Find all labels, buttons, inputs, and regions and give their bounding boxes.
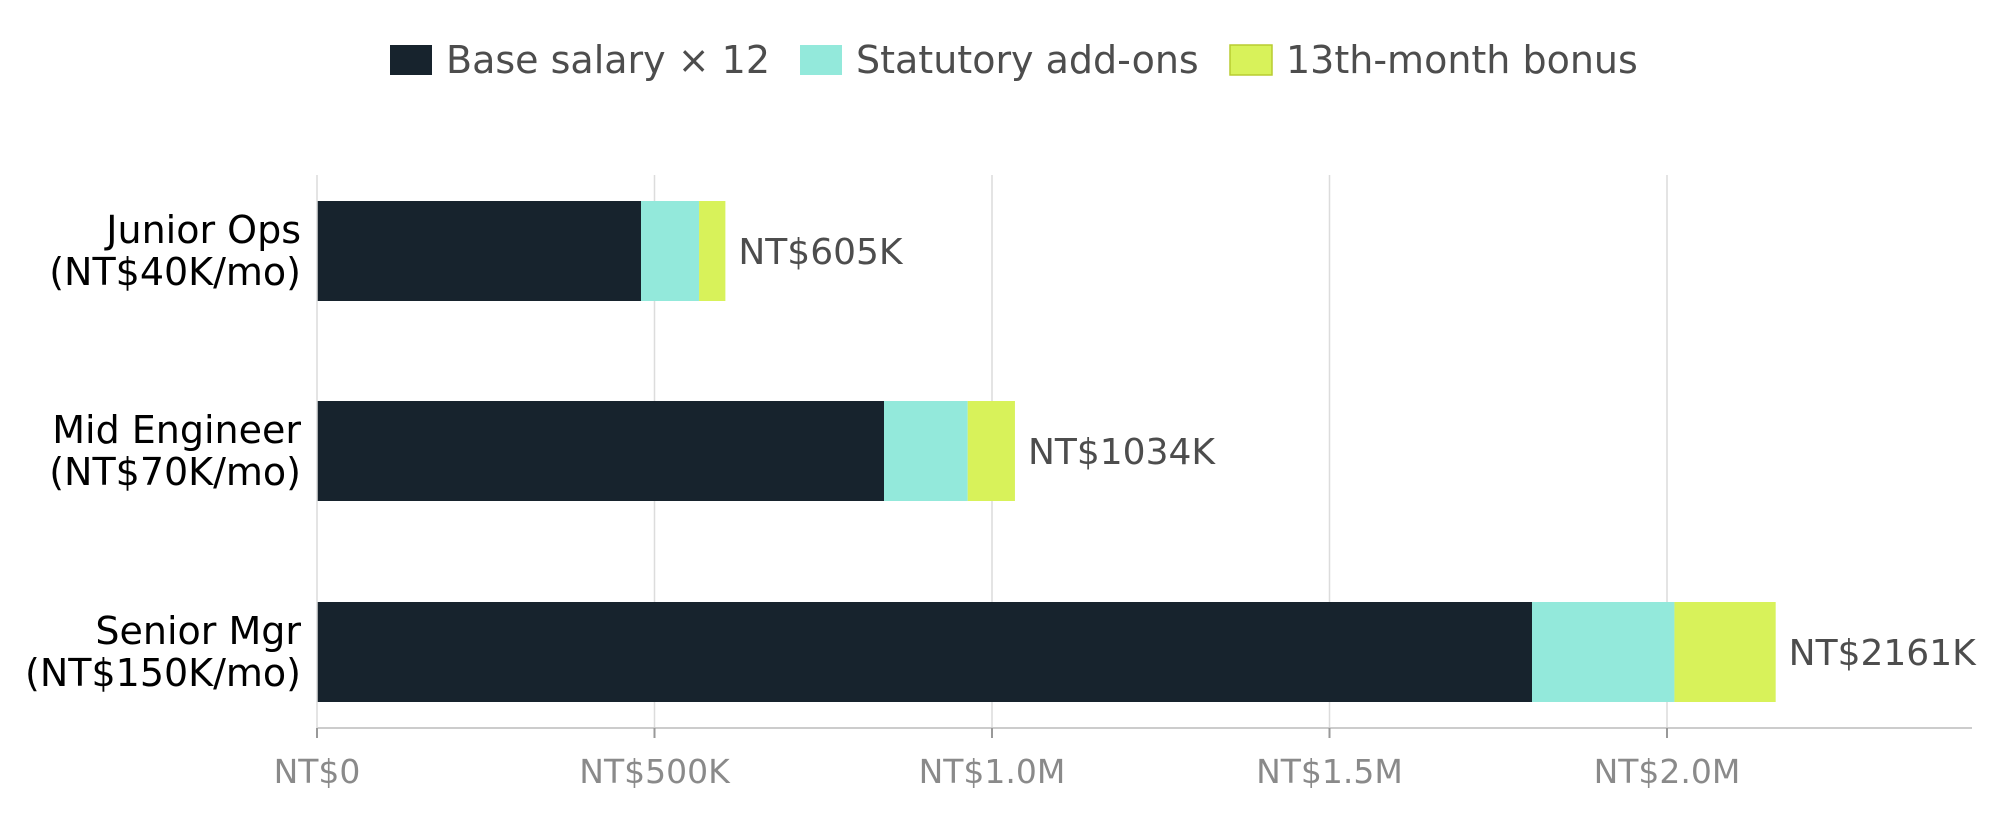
legend-label-3: 13th-month bonus xyxy=(1286,38,1638,82)
bar-3-series-1 xyxy=(317,602,1532,702)
x-tick-label-3: NT$1.0M xyxy=(919,752,1066,791)
bar-2-series-2 xyxy=(884,401,968,501)
legend-swatch-1 xyxy=(390,45,432,75)
legend-label-2: Statutory add-ons xyxy=(856,38,1199,82)
bar-1-series-1 xyxy=(317,201,641,301)
bar-2-series-3 xyxy=(967,401,1015,501)
category-label-2-line-2: (NT$70K/mo) xyxy=(49,450,301,494)
x-tick-label-1: NT$0 xyxy=(274,752,361,791)
bar-1-series-3 xyxy=(699,201,726,301)
bar-3-series-3 xyxy=(1674,602,1776,702)
category-label-3-line-1: Senior Mgr xyxy=(95,609,301,653)
bar-3-series-2 xyxy=(1532,602,1675,702)
legend-swatch-2 xyxy=(800,45,842,75)
category-label-1-line-1: Junior Ops xyxy=(104,208,301,252)
x-tick-label-5: NT$2.0M xyxy=(1594,752,1741,791)
total-label-2: NT$1034K xyxy=(1028,432,1216,473)
total-label-3: NT$2161K xyxy=(1789,633,1977,674)
legend-label-1: Base salary × 12 xyxy=(446,38,770,82)
category-label-1-line-2: (NT$40K/mo) xyxy=(49,250,301,294)
legend-swatch-3 xyxy=(1229,44,1273,76)
category-label-2-line-1: Mid Engineer xyxy=(52,408,301,452)
category-label-3-line-2: (NT$150K/mo) xyxy=(25,651,301,695)
total-label-1: NT$605K xyxy=(738,232,904,273)
legend: Base salary × 12 Statutory add-ons 13th-mo… xyxy=(390,38,1638,82)
total-labels: NT$605K NT$1034K NT$2161K xyxy=(738,232,1977,674)
bar-1-series-2 xyxy=(641,201,700,301)
bar-2-series-1 xyxy=(317,401,884,501)
bars xyxy=(317,201,1776,702)
x-tick-label-4: NT$1.5M xyxy=(1256,752,1403,791)
category-labels: Junior Ops(NT$40K/mo) Mid Engineer(NT$70K… xyxy=(25,208,301,695)
x-tick-label-2: NT$500K xyxy=(579,752,731,791)
x-axis: NT$0 NT$500K NT$1.0M NT$1.5M NT$2.0M xyxy=(274,175,1972,791)
